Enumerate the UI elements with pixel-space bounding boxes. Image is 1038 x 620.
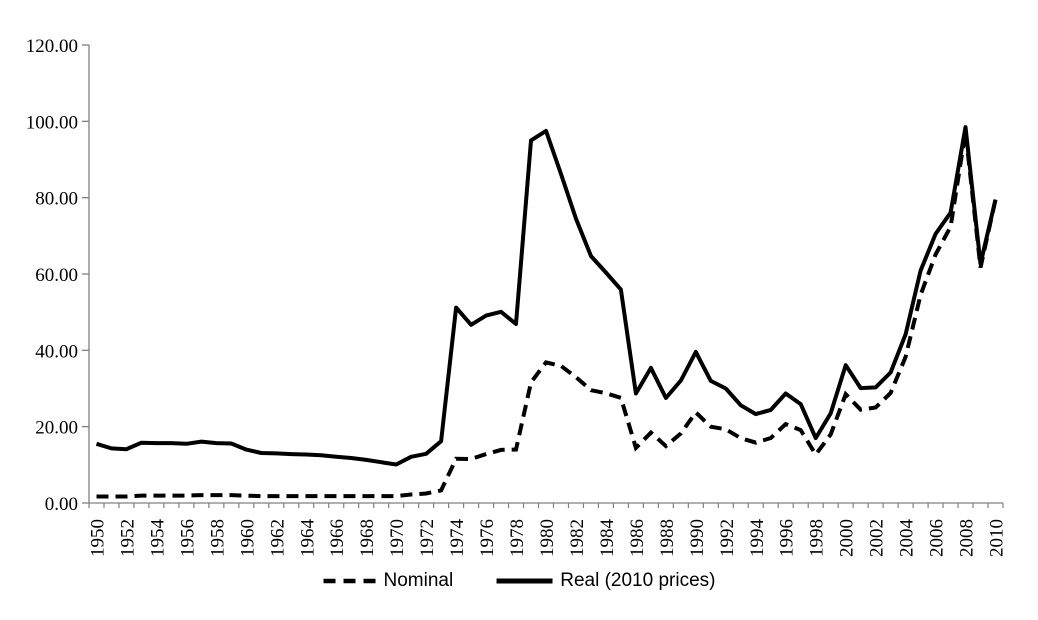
- x-tick-label: 1974: [447, 519, 468, 558]
- real-series-line: [95, 125, 998, 467]
- x-tick-label: 1986: [627, 519, 648, 557]
- x-tick-label: 1962: [267, 519, 288, 557]
- y-tick-label: 80.00: [35, 189, 78, 210]
- x-tick-label: 1954: [147, 519, 168, 558]
- x-tick-label: 1994: [747, 519, 768, 558]
- solid-line-swatch: [496, 578, 553, 584]
- dashed-line-swatch: [323, 578, 376, 584]
- legend-item-real: Real (2010 prices): [495, 570, 715, 592]
- x-tick-label: 1950: [87, 519, 108, 557]
- x-tick-label: 1990: [687, 519, 708, 557]
- x-tick-label: 1968: [357, 519, 378, 557]
- x-tick-label: 1976: [477, 519, 498, 557]
- y-tick-label: 0.00: [45, 494, 78, 515]
- x-tick-label: 1998: [807, 519, 828, 557]
- x-tick-label: 1970: [387, 519, 408, 557]
- legend-label-nominal: Nominal: [383, 570, 454, 591]
- x-tick-label: 2008: [957, 519, 978, 557]
- x-tick-label: 1958: [207, 519, 228, 557]
- x-tick-label: 2002: [867, 519, 888, 557]
- x-tick-label: 1978: [507, 519, 528, 557]
- x-tick-label: 1966: [327, 519, 348, 557]
- x-tick-label: 1964: [297, 519, 318, 558]
- x-tick-label: 2000: [837, 519, 858, 557]
- x-tick-label: 1980: [537, 519, 558, 557]
- x-tick-label: 1988: [657, 519, 678, 557]
- x-tick-label: 1952: [117, 519, 138, 557]
- legend-item-nominal: Nominal: [323, 570, 454, 592]
- x-tick-label: 1992: [717, 519, 738, 557]
- x-tick-label: 1960: [237, 519, 258, 557]
- x-tick-label: 1956: [177, 519, 198, 557]
- y-tick-label: 40.00: [35, 341, 78, 362]
- nominal-series-line: [96, 131, 998, 499]
- y-tick-label: 60.00: [35, 265, 78, 286]
- chart-legend: Nominal Real (2010 prices): [323, 570, 715, 592]
- legend-label-real: Real (2010 prices): [560, 570, 716, 591]
- x-tick-label: 1996: [777, 519, 798, 557]
- y-tick-label: 120.00: [26, 36, 78, 57]
- x-tick-label: 2004: [897, 519, 918, 558]
- x-tick-label: 1984: [597, 519, 618, 558]
- x-tick-label: 1972: [417, 519, 438, 557]
- y-tick-label: 100.00: [26, 112, 78, 133]
- y-tick-label: 20.00: [35, 418, 78, 439]
- x-tick-label: 2010: [987, 519, 1008, 557]
- x-tick-label: 2006: [927, 519, 948, 557]
- x-tick-label: 1982: [567, 519, 588, 557]
